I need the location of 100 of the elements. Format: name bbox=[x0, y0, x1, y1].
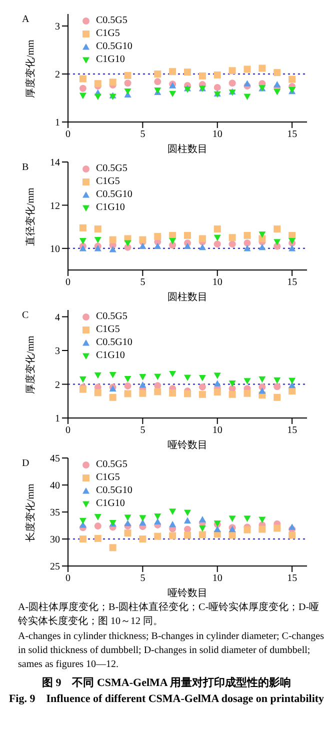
point bbox=[109, 246, 116, 252]
point bbox=[184, 517, 191, 524]
x-tick-label: 10 bbox=[212, 573, 222, 584]
point bbox=[79, 84, 86, 92]
point bbox=[274, 225, 281, 232]
text: A-圆柱体厚度变化；B-圆柱体直径变化；C-哑铃实体厚度变化；D-哑铃实体长度变化；图 10～12 同。 bbox=[17, 601, 320, 629]
point bbox=[214, 234, 221, 242]
point bbox=[214, 388, 221, 396]
x-tick-label: 15 bbox=[287, 277, 298, 288]
point bbox=[288, 378, 296, 384]
point bbox=[139, 536, 146, 542]
point bbox=[244, 232, 251, 239]
point bbox=[139, 374, 146, 380]
point bbox=[244, 80, 251, 86]
point bbox=[169, 370, 176, 378]
y-tick-label: 1 bbox=[55, 414, 60, 425]
point bbox=[228, 80, 236, 87]
x-tick-label: 0 bbox=[66, 277, 70, 288]
x-tick-label: 5 bbox=[140, 277, 146, 288]
point bbox=[94, 80, 102, 88]
point bbox=[258, 376, 266, 383]
point bbox=[124, 390, 132, 398]
y-axis-title: 直径变化/mm bbox=[24, 187, 37, 246]
y-tick-label: 40 bbox=[50, 480, 60, 492]
x-tick-label: 5 bbox=[140, 573, 146, 584]
caption: 图 9 不同 CSMA-GelMA 用量对打印成型性的影响 bbox=[40, 676, 292, 691]
point bbox=[169, 520, 176, 528]
point bbox=[94, 225, 102, 232]
point bbox=[228, 516, 236, 522]
point bbox=[288, 382, 296, 388]
x-axis-title: 圆柱数目 bbox=[168, 143, 208, 155]
x-tick-label: 15 bbox=[287, 129, 298, 140]
point bbox=[79, 238, 86, 244]
x-tick-label: 5 bbox=[140, 129, 146, 140]
point bbox=[258, 244, 266, 250]
x-tick-label: 15 bbox=[287, 425, 298, 436]
text: A-changes in cylinder thickness; B-changes in cylinder diameter; C-changes in solid thickness of dumbbell; D-changes in solid diameter of dumbbell; sames as figures 10—12. bbox=[17, 630, 325, 672]
point bbox=[94, 522, 102, 530]
point bbox=[169, 90, 176, 98]
point bbox=[184, 510, 191, 516]
x-tick-label: 10 bbox=[212, 129, 222, 140]
point bbox=[154, 388, 162, 396]
point bbox=[258, 232, 266, 238]
chart-title: B bbox=[22, 162, 29, 173]
x-tick-label: 0 bbox=[66, 129, 70, 140]
point bbox=[198, 235, 206, 242]
legend-label: C0.5G10 bbox=[96, 188, 132, 201]
y-axis-title: 厚度变化/mm bbox=[24, 39, 37, 98]
point bbox=[154, 518, 162, 525]
point bbox=[258, 235, 266, 242]
y-tick-label: 3 bbox=[55, 346, 60, 358]
point bbox=[274, 377, 281, 384]
point bbox=[124, 80, 132, 87]
y-axis-title: 厚度变化/mm bbox=[24, 335, 37, 394]
chart-title: A bbox=[22, 14, 30, 25]
point bbox=[184, 242, 191, 250]
point bbox=[198, 390, 206, 398]
y-tick-label: 12 bbox=[50, 200, 60, 212]
point bbox=[109, 78, 116, 86]
point bbox=[258, 388, 266, 394]
x-axis-title: 哑铃数目 bbox=[168, 587, 208, 599]
point bbox=[274, 88, 281, 96]
x-axis-title: 哑铃数目 bbox=[168, 439, 208, 451]
point bbox=[274, 239, 281, 246]
point bbox=[79, 92, 86, 100]
point bbox=[214, 372, 221, 379]
point bbox=[154, 70, 162, 78]
y-tick-label: 45 bbox=[50, 454, 60, 465]
point bbox=[154, 78, 162, 86]
point bbox=[94, 94, 102, 100]
point bbox=[79, 518, 86, 524]
y-tick-label: 3 bbox=[55, 22, 60, 33]
x-tick-label: 15 bbox=[287, 573, 298, 584]
point bbox=[258, 526, 266, 533]
point bbox=[228, 67, 236, 74]
point bbox=[169, 508, 176, 515]
point bbox=[214, 526, 221, 532]
point bbox=[214, 71, 221, 78]
point bbox=[169, 238, 176, 244]
point bbox=[198, 375, 206, 382]
point bbox=[109, 236, 116, 244]
legend-label: C0.5G5 bbox=[96, 458, 128, 471]
point bbox=[198, 531, 206, 538]
legend-label: C0.5G10 bbox=[96, 484, 132, 497]
point bbox=[154, 242, 162, 250]
point bbox=[244, 390, 251, 397]
point bbox=[198, 72, 206, 80]
y-tick-label: 2 bbox=[55, 70, 60, 81]
point bbox=[154, 532, 162, 540]
x-tick-label: 10 bbox=[212, 425, 222, 436]
y-tick-label: 2 bbox=[55, 380, 60, 391]
point bbox=[228, 390, 236, 398]
point bbox=[139, 390, 146, 397]
point bbox=[244, 244, 251, 252]
point bbox=[94, 514, 102, 520]
point bbox=[94, 534, 102, 542]
point bbox=[228, 240, 236, 248]
chart-title: C bbox=[22, 310, 29, 321]
legend-label: C1G5 bbox=[96, 175, 120, 188]
point bbox=[124, 88, 132, 95]
